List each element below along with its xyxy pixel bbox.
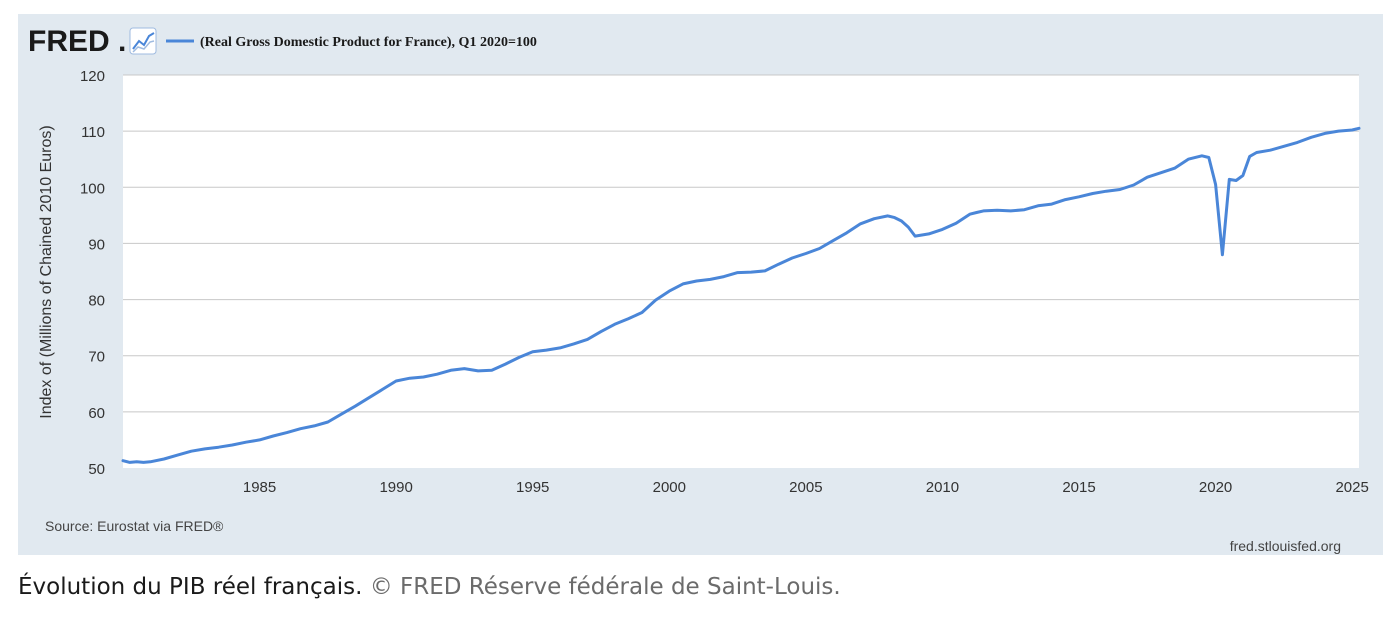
fred-logo[interactable]: FRED — [28, 25, 110, 58]
x-tick-2010: 2010 — [926, 479, 959, 496]
source-note: Source: Eurostat via FRED® — [45, 518, 224, 534]
legend-label[interactable]: (Real Gross Domestic Product for France)… — [200, 35, 537, 50]
y-tick-80: 80 — [88, 293, 105, 310]
x-tick-labels: 1985 1990 1995 2000 2005 2010 2015 2020 2025 — [243, 479, 1369, 496]
y-tick-50: 50 — [88, 461, 105, 478]
chart-svg: FRED . (Real Gross Domestic Product for … — [28, 25, 1369, 554]
y-tick-labels: 50 60 70 80 90 100 110 120 — [80, 68, 105, 478]
x-tick-1995: 1995 — [516, 479, 549, 496]
figure-caption: Évolution du PIB réel français. © FRED R… — [18, 574, 841, 600]
y-axis-label: Index of (Millions of Chained 2010 Euros… — [38, 125, 55, 419]
x-tick-2020: 2020 — [1199, 479, 1232, 496]
site-url[interactable]: fred.stlouisfed.org — [1230, 538, 1341, 554]
chart-panel: FRED . (Real Gross Domestic Product for … — [18, 14, 1383, 555]
x-tick-2025: 2025 — [1335, 479, 1368, 496]
y-tick-60: 60 — [88, 405, 105, 422]
x-tick-2000: 2000 — [653, 479, 686, 496]
y-tick-70: 70 — [88, 349, 105, 366]
x-tick-2005: 2005 — [789, 479, 822, 496]
x-tick-2015: 2015 — [1062, 479, 1095, 496]
gridlines — [123, 74, 1359, 413]
fred-logo-dot: . — [118, 25, 126, 58]
y-tick-110: 110 — [81, 124, 105, 141]
chart-line-icon — [129, 27, 157, 55]
caption-main: Évolution du PIB réel français. — [18, 574, 363, 600]
caption-credit: © FRED Réserve fédérale de Saint-Louis. — [369, 574, 841, 600]
y-tick-120: 120 — [80, 68, 105, 85]
y-tick-100: 100 — [80, 180, 105, 197]
y-tick-90: 90 — [88, 236, 105, 253]
series-group — [121, 126, 1361, 464]
x-tick-1990: 1990 — [379, 479, 412, 496]
x-tick-1985: 1985 — [243, 479, 276, 496]
series-line-0[interactable] — [121, 126, 1361, 464]
